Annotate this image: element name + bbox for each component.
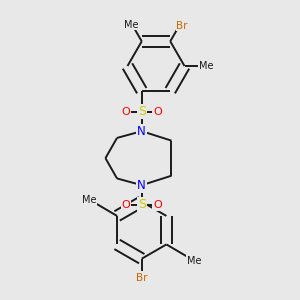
Text: O: O (122, 107, 130, 117)
Text: Me: Me (124, 20, 138, 30)
Text: O: O (153, 200, 162, 210)
Text: Me: Me (199, 61, 214, 71)
Text: N: N (137, 179, 146, 192)
Text: N: N (137, 125, 146, 138)
Text: S: S (138, 105, 146, 118)
Text: Br: Br (176, 20, 188, 31)
Text: O: O (122, 200, 130, 210)
Text: N: N (137, 125, 146, 138)
Text: S: S (138, 198, 146, 211)
Text: O: O (153, 107, 162, 117)
Text: Me: Me (82, 195, 97, 205)
Text: Br: Br (136, 273, 148, 283)
Text: Me: Me (187, 256, 201, 266)
